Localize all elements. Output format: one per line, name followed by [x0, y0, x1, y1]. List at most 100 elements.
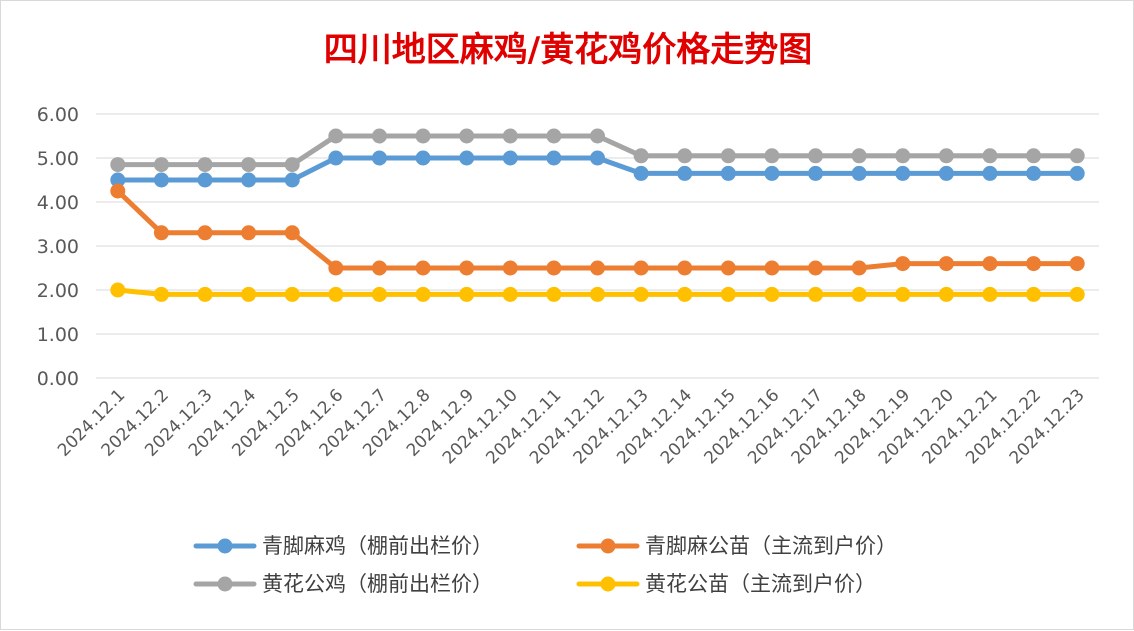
data-point	[677, 148, 693, 164]
data-point	[502, 260, 518, 276]
data-point	[895, 165, 911, 181]
legend-label: 黄花公苗（主流到户价）	[645, 572, 876, 596]
data-point	[1026, 148, 1042, 164]
y-tick-label: 5.00	[37, 148, 79, 170]
data-point	[982, 165, 998, 181]
data-point	[197, 286, 213, 302]
data-point	[371, 286, 387, 302]
data-point	[328, 260, 344, 276]
data-point	[895, 256, 911, 272]
data-point	[459, 260, 475, 276]
data-point	[720, 165, 736, 181]
data-point	[110, 172, 126, 188]
data-point	[808, 260, 824, 276]
data-point	[808, 165, 824, 181]
data-point	[677, 165, 693, 181]
data-point	[546, 150, 562, 166]
data-point	[415, 286, 431, 302]
data-point	[764, 148, 780, 164]
series-3	[110, 128, 1085, 173]
data-point	[153, 286, 169, 302]
legend-item[interactable]: 黄花公苗（主流到户价）	[576, 572, 876, 596]
series-2	[110, 183, 1085, 276]
data-point	[284, 286, 300, 302]
data-point	[546, 286, 562, 302]
data-point	[110, 183, 126, 199]
data-point	[459, 128, 475, 144]
data-point	[197, 157, 213, 173]
data-point	[502, 128, 518, 144]
legend-swatch-marker	[217, 538, 233, 554]
data-point	[546, 260, 562, 276]
data-point	[371, 260, 387, 276]
legend-item[interactable]: 青脚麻鸡（棚前出栏价）	[193, 534, 493, 558]
data-point	[110, 282, 126, 298]
data-point	[502, 150, 518, 166]
data-point	[241, 286, 257, 302]
data-point	[284, 225, 300, 241]
data-point	[895, 148, 911, 164]
legend-swatch-marker	[217, 576, 233, 592]
y-axis-ticks: 0.00 1.00 2.00 3.00 4.00 5.00 6.00	[37, 104, 79, 390]
data-point	[851, 286, 867, 302]
data-point	[590, 286, 605, 302]
legend-swatch-marker	[600, 576, 616, 592]
data-point	[197, 225, 213, 241]
data-point	[197, 172, 213, 188]
data-point	[851, 165, 867, 181]
legend-item[interactable]: 黄花公鸡（棚前出栏价）	[193, 572, 493, 596]
data-point	[546, 128, 562, 144]
y-tick-label: 6.00	[37, 104, 79, 126]
data-point	[633, 148, 649, 164]
data-point	[415, 128, 431, 144]
legend-swatch-marker	[600, 538, 616, 554]
data-point	[677, 286, 693, 302]
data-point	[1026, 256, 1042, 272]
data-point	[1069, 256, 1085, 272]
data-point	[502, 286, 518, 302]
data-point	[938, 286, 954, 302]
data-point	[415, 150, 431, 166]
series-lines	[110, 128, 1085, 302]
data-point	[764, 260, 780, 276]
y-tick-label: 1.00	[37, 324, 79, 346]
data-point	[415, 260, 431, 276]
y-tick-label: 0.00	[37, 368, 79, 390]
data-point	[371, 150, 387, 166]
data-point	[284, 157, 300, 173]
data-point	[720, 260, 736, 276]
legend-label: 青脚麻鸡（棚前出栏价）	[262, 534, 493, 558]
data-point	[633, 286, 649, 302]
data-point	[851, 260, 867, 276]
series-line	[115, 188, 1080, 271]
data-point	[328, 150, 344, 166]
data-point	[328, 128, 344, 144]
data-point	[982, 148, 998, 164]
data-point	[153, 225, 169, 241]
data-point	[764, 165, 780, 181]
data-point	[982, 286, 998, 302]
data-point	[328, 286, 344, 302]
data-point	[895, 286, 911, 302]
data-point	[633, 260, 649, 276]
legend-item[interactable]: 青脚麻公苗（主流到户价）	[576, 534, 897, 558]
x-axis-ticks: 2024.12.12024.12.22024.12.32024.12.42024…	[54, 385, 1089, 468]
data-point	[938, 165, 954, 181]
data-point	[982, 256, 998, 272]
data-point	[371, 128, 387, 144]
data-point	[153, 157, 169, 173]
data-point	[459, 150, 475, 166]
data-point	[808, 148, 824, 164]
data-point	[1069, 165, 1085, 181]
y-tick-label: 4.00	[37, 192, 79, 214]
data-point	[1026, 165, 1042, 181]
series-1	[110, 150, 1085, 188]
legend[interactable]: 青脚麻鸡（棚前出栏价） 青脚麻公苗（主流到户价） 黄花公鸡（棚前出栏价） 黄花公苗（主…	[193, 534, 897, 596]
data-point	[241, 225, 257, 241]
data-point	[1026, 286, 1042, 302]
data-point	[241, 172, 257, 188]
data-point	[764, 286, 780, 302]
y-tick-label: 2.00	[37, 280, 79, 302]
